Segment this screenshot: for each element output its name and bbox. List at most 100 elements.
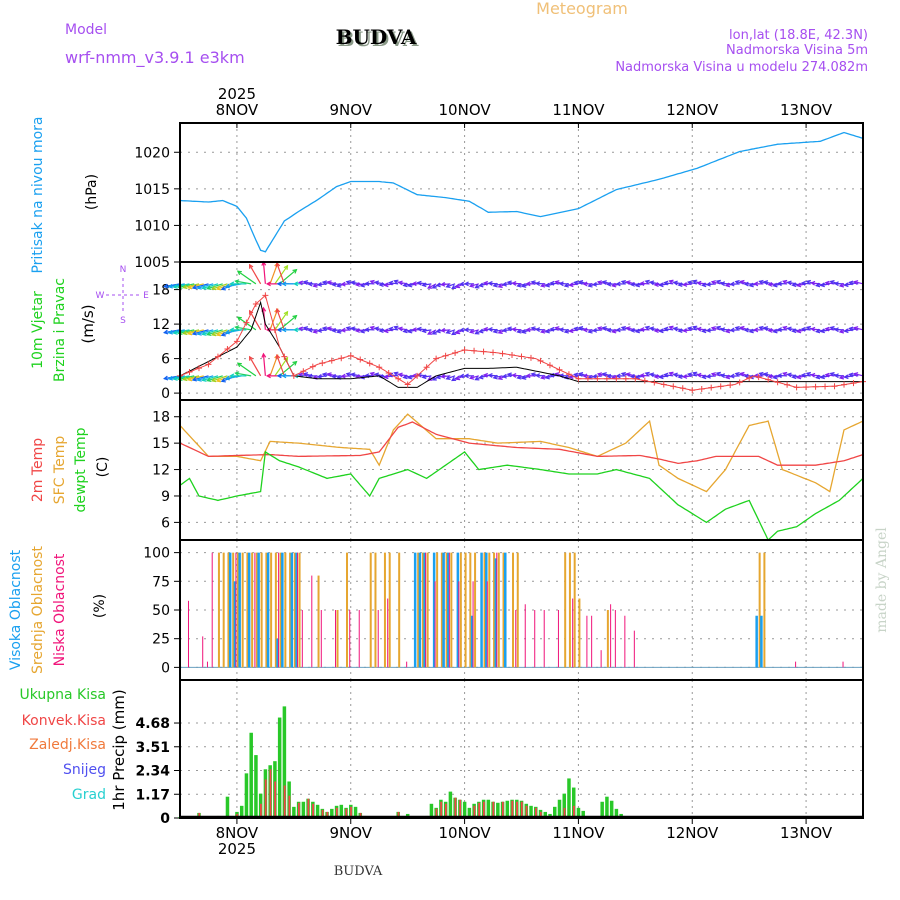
wind-arrow-head <box>848 372 854 378</box>
wind-gust-marker <box>281 353 288 360</box>
cloud-bar-mid <box>251 552 254 668</box>
legend-convective: Konvek.Kisa <box>22 713 106 729</box>
wind-arrow-head <box>364 327 370 333</box>
wind-arrow-head <box>686 326 693 332</box>
wind-arrow-head <box>534 281 541 287</box>
wind-arrow <box>173 283 190 288</box>
wind-gust-marker <box>632 375 639 382</box>
wind-arrow <box>164 329 181 334</box>
wind-gust-marker <box>309 363 316 370</box>
wind-gust-marker <box>527 354 534 361</box>
wind-arrow-head <box>182 330 188 336</box>
precip-bar-convective <box>397 811 400 818</box>
wind-gust-marker <box>746 375 753 382</box>
panel-frame-temperature <box>179 399 864 541</box>
wind-arrow-head <box>648 280 655 286</box>
y-tick-label: 2.34 <box>135 764 170 780</box>
wind-arrow-head <box>340 281 346 287</box>
wind-arrow-head <box>421 328 427 334</box>
x-tick-label-bottom: 12NOV <box>666 824 719 842</box>
precip-bar-total <box>249 732 253 818</box>
wind-arrow-head <box>229 281 235 287</box>
wind-arrow-head <box>331 373 337 379</box>
wind-arrow-head <box>215 331 222 337</box>
wind-arrow-head <box>378 328 384 333</box>
wind-arrow-head <box>582 281 588 287</box>
wind-arrow-head <box>724 374 731 380</box>
cloud-bar-low <box>311 575 313 668</box>
wind-arrow-head <box>639 281 645 286</box>
wind-arrow-head <box>487 281 493 286</box>
wind-arrow-head <box>511 373 517 378</box>
wind-arrow-head <box>776 373 782 379</box>
wind-arrow-head <box>172 376 178 381</box>
wind-arrow <box>235 280 252 285</box>
precip-bar-total <box>600 801 604 818</box>
wind-arrow-head <box>326 326 332 331</box>
wind-arrow-head <box>163 329 169 335</box>
wind-arrow-head <box>478 328 484 334</box>
wind-arrow-head <box>463 373 469 379</box>
wind-gust-marker <box>698 385 705 392</box>
precip-bar-convective <box>260 803 262 818</box>
cloud-bar-mid <box>606 610 609 668</box>
wind-arrow-head <box>648 372 655 378</box>
precip-bar-convective <box>573 805 575 818</box>
wind-arrow-head <box>383 328 389 334</box>
precip-bar-total <box>496 802 500 818</box>
wind-gust-marker <box>395 375 402 382</box>
wind-arrow <box>422 329 432 332</box>
cloud-bar-mid <box>232 552 235 668</box>
wind-arrow-head <box>459 327 465 333</box>
wind-arrow-head <box>601 372 607 377</box>
cloud-bar-high <box>290 552 294 668</box>
temp-label-dewpt: dewpt Temp <box>73 427 89 512</box>
wind-arrow-head <box>772 328 778 334</box>
cloud-bar-mid <box>474 552 477 668</box>
wind-arrow-head <box>506 326 512 332</box>
cloud-bar-low <box>202 636 204 668</box>
wind-arrow-head <box>739 371 745 377</box>
wind-arrow <box>797 283 807 287</box>
cloud-unit: (%) <box>92 594 108 618</box>
wind-arrow-head <box>715 279 721 285</box>
wind-arrow <box>654 283 664 286</box>
x-tick-label-top: 9NOV <box>329 101 372 119</box>
wind-arrow-head <box>435 374 441 380</box>
wind-arrow-head <box>521 329 527 334</box>
wind-arrow-head <box>705 373 711 379</box>
wind-arrow-head <box>824 326 830 332</box>
wind-arrow-head <box>701 374 707 380</box>
panel-frame-precip <box>179 679 864 819</box>
wind-arrow-head <box>634 374 641 380</box>
wind-arrow-head <box>236 270 242 276</box>
wind-arrow-head <box>739 279 745 285</box>
wind-arrow-head <box>393 279 399 285</box>
wind-gust-marker <box>793 384 800 391</box>
wind-gust-marker <box>404 381 411 388</box>
legend-total: Ukupna Kisa <box>19 687 106 703</box>
wind-arrow-head <box>672 280 678 286</box>
cloud-bar-mid <box>573 552 576 668</box>
wind-arrow-head <box>625 326 631 331</box>
wind-arrow-head <box>762 326 769 331</box>
y-tick-label: 1010 <box>134 218 170 234</box>
wind-arrow-head <box>249 355 254 361</box>
wind-arrow-head <box>440 281 446 287</box>
wind-arrow-head <box>729 281 735 287</box>
x-tick-label-bottom: 13NOV <box>780 824 833 842</box>
wind-arrow-head <box>292 268 298 274</box>
precip-bar-total <box>486 799 491 818</box>
wind-gust-marker <box>774 379 781 386</box>
precip-bar-total <box>301 801 306 818</box>
cloud-bar-low <box>610 604 612 668</box>
wind-arrow <box>279 269 297 285</box>
wind-arrow-head <box>186 330 193 336</box>
wind-gust-marker <box>537 357 544 364</box>
wind-label-1: 10m Vjetar <box>30 291 46 369</box>
wind-arrow-head <box>431 376 437 381</box>
wind-arrow-head <box>511 281 517 286</box>
wind-arrow-head <box>369 371 375 377</box>
wind-arrow-head <box>833 327 839 333</box>
precip-bar-convective <box>269 769 272 818</box>
